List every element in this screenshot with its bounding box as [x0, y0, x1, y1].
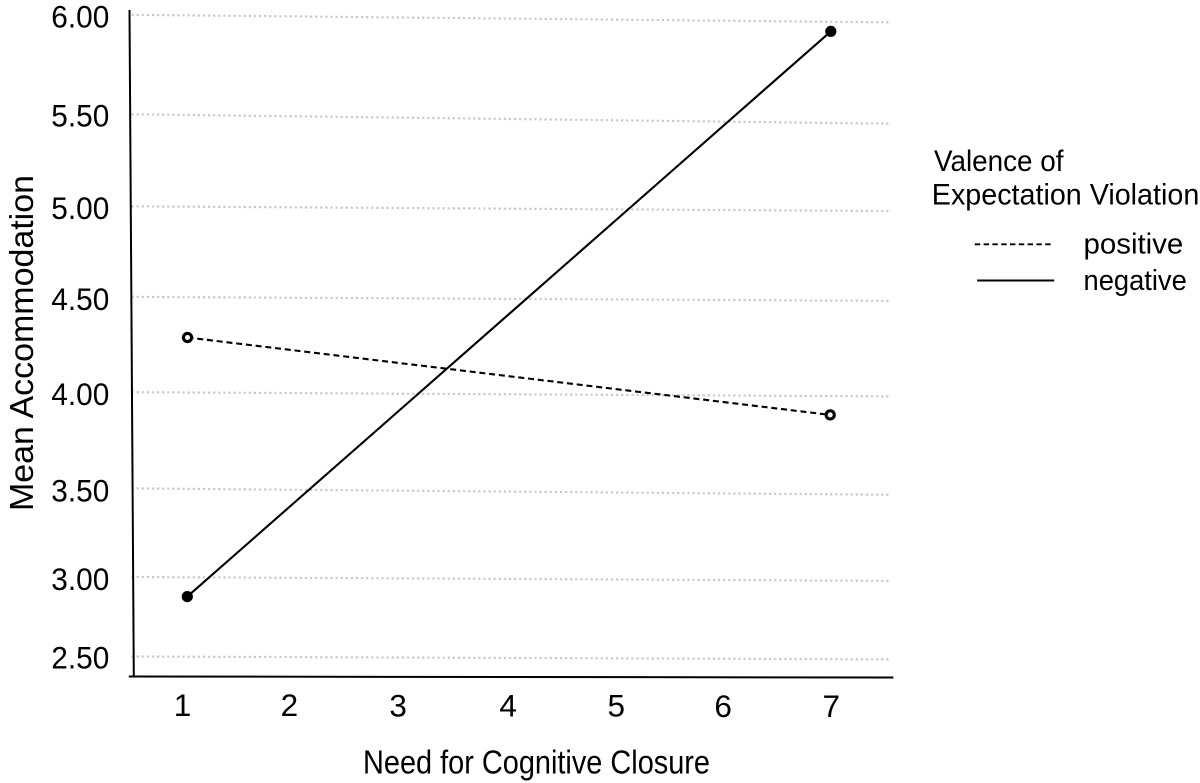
svg-text:5: 5 — [608, 688, 626, 724]
svg-text:4.00: 4.00 — [51, 376, 109, 412]
svg-text:5.00: 5.00 — [51, 190, 109, 226]
svg-text:4: 4 — [499, 688, 517, 724]
svg-text:Need for Cognitive Closure: Need for Cognitive Closure — [363, 744, 710, 781]
svg-text:6: 6 — [714, 688, 732, 724]
svg-text:2: 2 — [281, 687, 299, 723]
svg-text:5.50: 5.50 — [51, 98, 109, 134]
svg-text:negative: negative — [1084, 265, 1187, 297]
svg-text:3: 3 — [389, 687, 407, 723]
svg-text:positive: positive — [1084, 229, 1184, 261]
svg-text:Expectation Violation: Expectation Violation — [932, 179, 1200, 212]
svg-text:6.00: 6.00 — [51, 0, 109, 35]
svg-text:3.50: 3.50 — [51, 473, 109, 509]
svg-text:1: 1 — [174, 687, 192, 723]
svg-text:3.00: 3.00 — [51, 561, 109, 597]
svg-text:Valence of: Valence of — [934, 145, 1064, 178]
svg-text:4.50: 4.50 — [51, 281, 109, 317]
svg-text:2.50: 2.50 — [51, 640, 109, 676]
svg-text:7: 7 — [823, 688, 841, 724]
svg-text:Mean Accommodation: Mean Accommodation — [4, 175, 41, 511]
